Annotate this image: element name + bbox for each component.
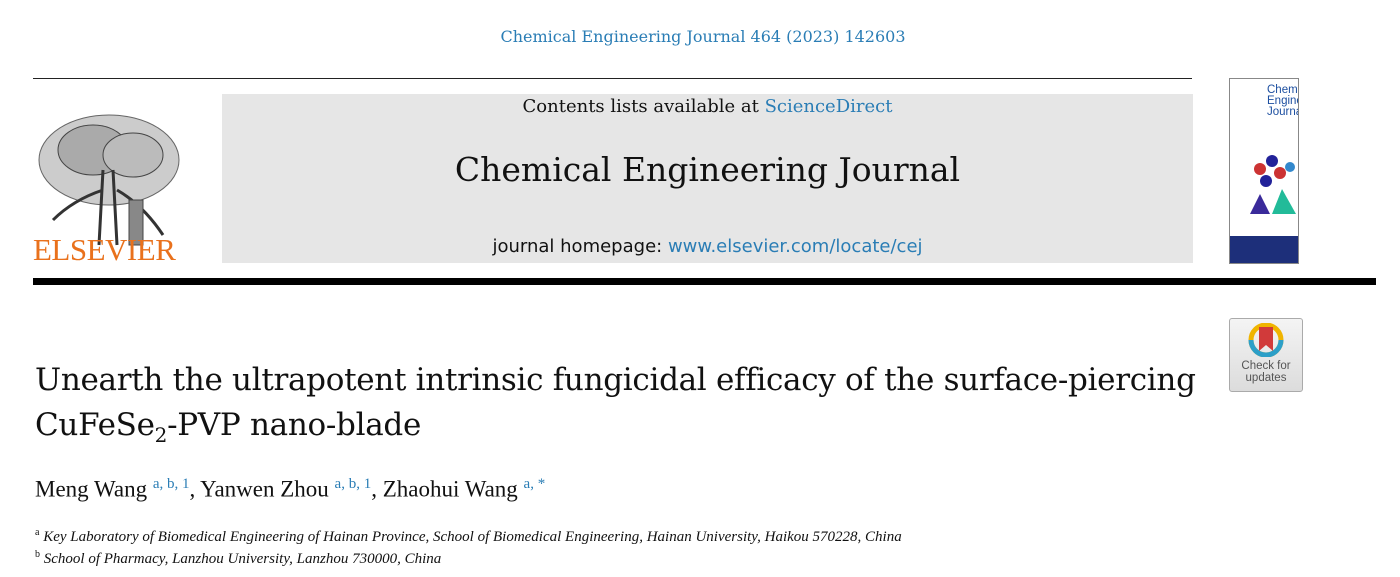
author-affiliation-link[interactable]: a, b, 1	[152, 476, 190, 492]
homepage-prefix: journal homepage:	[492, 236, 668, 257]
journal-title: Chemical Engineering Journal	[454, 150, 961, 189]
title-suffix: -PVP nano-blade	[167, 407, 421, 443]
author-affiliation-link[interactable]: a, b, 1	[334, 476, 372, 492]
affiliation-b: b School of Pharmacy, Lanzhou University…	[35, 549, 441, 568]
header-rule	[33, 78, 1192, 79]
header-thick-rule	[33, 278, 1376, 285]
title-subscript: 2	[154, 423, 168, 448]
elsevier-wordmark: ELSEVIER	[33, 232, 176, 267]
cover-title-line: Engineering	[1267, 95, 1298, 107]
author-affiliation-link[interactable]: a, *	[523, 476, 546, 492]
affiliation-a: a Key Laboratory of Biomedical Engineeri…	[35, 527, 902, 546]
author-name[interactable]: Meng Wang	[35, 476, 148, 502]
contents-prefix: Contents lists available at	[522, 96, 765, 117]
author-list: Meng Wang a, b, 1, Yanwen Zhou a, b, 1, …	[35, 476, 546, 502]
elsevier-tree-logo	[38, 114, 180, 246]
cover-artwork	[1230, 155, 1298, 263]
title-line-1: Unearth the ultrapotent intrinsic fungic…	[35, 362, 1196, 398]
homepage-link[interactable]: www.elsevier.com/locate/cej	[667, 236, 923, 257]
affiliation-key: a	[35, 527, 40, 538]
affiliation-text: Key Laboratory of Biomedical Engineering…	[43, 529, 902, 545]
badge-text: Check for	[1241, 360, 1291, 372]
journal-masthead: Contents lists available at ScienceDirec…	[222, 94, 1193, 263]
title-line-2: CuFeSe2-PVP nano-blade	[35, 403, 1196, 458]
article-title: Unearth the ultrapotent intrinsic fungic…	[35, 358, 1196, 458]
update-bookmark-icon	[1248, 322, 1284, 358]
cover-title-line: Journal	[1267, 106, 1298, 118]
title-formula: CuFeSe	[35, 407, 155, 443]
journal-citation-link[interactable]: Chemical Engineering Journal 464 (2023) …	[500, 27, 906, 46]
badge-text: updates	[1245, 372, 1287, 384]
affiliation-key: b	[35, 549, 40, 560]
author-name[interactable]: Yanwen Zhou	[200, 476, 329, 502]
author-name[interactable]: Zhaohui Wang	[382, 476, 518, 502]
homepage-line: journal homepage: www.elsevier.com/locat…	[222, 236, 1193, 257]
affiliation-text: School of Pharmacy, Lanzhou University, …	[43, 551, 442, 567]
contents-line: Contents lists available at ScienceDirec…	[222, 96, 1193, 117]
cover-title-line: Chemical	[1267, 84, 1298, 96]
sciencedirect-link[interactable]: ScienceDirect	[764, 96, 893, 117]
check-for-updates-button[interactable]: Check for updates	[1229, 318, 1303, 392]
